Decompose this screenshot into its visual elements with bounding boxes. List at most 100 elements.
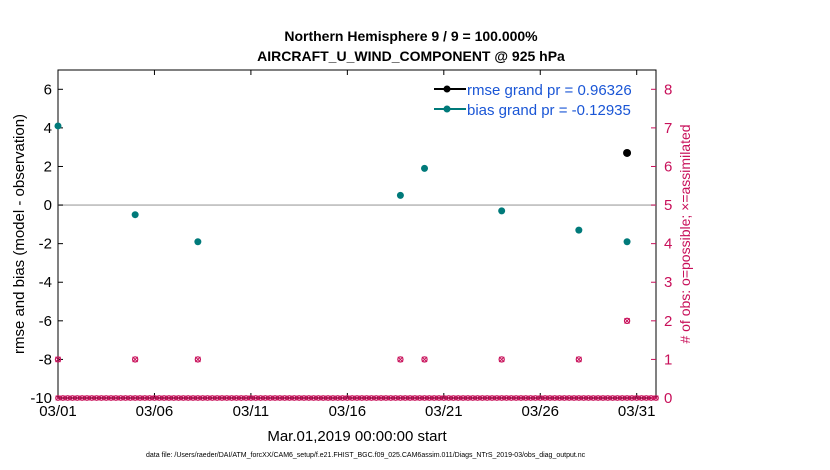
obs-possible-circle xyxy=(623,317,631,325)
bias-point xyxy=(575,226,583,234)
obs-assimilated-cross xyxy=(624,395,630,401)
obs-assimilated-cross xyxy=(219,395,225,401)
obs-assimilated-cross xyxy=(74,395,80,401)
obs-assimilated-cross xyxy=(378,395,384,401)
obs-count-zero-marker xyxy=(392,395,399,401)
plot-border xyxy=(57,69,657,399)
obs-count-point xyxy=(397,356,404,363)
y2-tick-label: 1 xyxy=(664,351,672,368)
obs-assimilated-cross xyxy=(479,395,486,401)
obs-assimilated-cross xyxy=(103,395,109,401)
obs-assimilated-cross xyxy=(609,395,616,401)
obs-assimilated-cross xyxy=(166,395,172,401)
obs-possible-circle xyxy=(194,356,202,363)
obs-possible-circle xyxy=(498,356,505,363)
obs-assimilated-cross xyxy=(60,395,66,401)
legend: rmse grand pr = 0.96326 bias grand pr = … xyxy=(434,82,632,119)
obs-assimilated-cross xyxy=(257,395,264,401)
obs-assimilated-cross xyxy=(498,356,505,363)
obs-possible-circle xyxy=(54,356,62,363)
obs-assimilated-cross xyxy=(306,395,312,401)
x-axis-label: Mar.01,2019 00:00:00 start xyxy=(267,428,447,445)
obs-assimilated-cross xyxy=(301,395,307,401)
obs-assimilated-cross xyxy=(214,395,220,401)
obs-count-point xyxy=(421,356,428,363)
rmse-point xyxy=(623,148,632,157)
obs-possible-circle xyxy=(653,395,659,401)
x-tick-label: 03/06 xyxy=(136,403,174,420)
obs-assimilated-cross xyxy=(624,317,631,324)
obs-assimilated-cross xyxy=(137,395,143,401)
obs-count-zero-marker xyxy=(349,395,356,401)
obs-assimilated-cross xyxy=(89,395,95,401)
obs-assimilated-cross xyxy=(421,395,428,401)
obs-count-zero-marker xyxy=(190,395,196,401)
bias-point xyxy=(54,122,62,130)
obs-assimilated-cross xyxy=(392,395,399,401)
obs-assimilated-cross xyxy=(325,395,331,401)
obs-assimilated-cross xyxy=(142,395,148,401)
obs-assimilated-cross xyxy=(204,395,211,401)
obs-assimilated-cross xyxy=(648,395,654,401)
obs-assimilated-cross xyxy=(286,395,293,401)
y2-tick-label: 4 xyxy=(664,236,672,253)
obs-assimilated-cross xyxy=(359,395,365,401)
y-tick-label: 2 xyxy=(44,158,52,175)
y2-tick-label: 3 xyxy=(664,274,672,291)
obs-assimilated-cross xyxy=(310,395,317,401)
obs-assimilated-cross xyxy=(262,395,269,401)
obs-assimilated-cross xyxy=(556,395,563,401)
obs-assimilated-cross xyxy=(296,395,302,401)
obs-assimilated-cross xyxy=(605,395,611,401)
obs-assimilated-cross xyxy=(388,395,394,401)
obs-assimilated-cross xyxy=(537,395,543,401)
obs-assimilated-cross xyxy=(233,395,240,401)
obs-assimilated-cross xyxy=(653,395,659,401)
obs-assimilated-cross xyxy=(373,395,379,401)
obs-assimilated-cross xyxy=(122,395,129,401)
obs-count-zero-marker xyxy=(551,395,558,401)
obs-assimilated-cross xyxy=(200,395,206,401)
obs-count-point xyxy=(623,317,631,325)
legend-bias-marker xyxy=(443,105,451,113)
obs-assimilated-cross xyxy=(335,395,341,401)
plot-area xyxy=(57,69,657,399)
chart-title: Northern Hemisphere 9 / 9 = 100.000% xyxy=(284,28,538,44)
obs-assimilated-cross xyxy=(508,395,514,401)
obs-count-zero-marker xyxy=(653,395,659,401)
obs-assimilated-cross xyxy=(320,395,326,401)
obs-assimilated-cross xyxy=(248,395,254,401)
obs-assimilated-cross xyxy=(571,395,577,401)
obs-assimilated-cross xyxy=(98,395,105,401)
obs-assimilated-cross xyxy=(108,395,114,401)
y2-tick-label: 6 xyxy=(664,158,672,175)
obs-assimilated-cross xyxy=(267,395,273,401)
obs-assimilated-cross xyxy=(431,395,437,401)
bias-point xyxy=(194,238,202,246)
obs-assimilated-cross xyxy=(282,395,288,401)
x-tick-label: 03/26 xyxy=(521,403,559,420)
y2-tick-label: 0 xyxy=(664,390,672,407)
obs-assimilated-cross xyxy=(209,395,215,401)
y-tick-label: -4 xyxy=(39,274,52,291)
obs-assimilated-cross xyxy=(55,356,61,363)
obs-assimilated-cross xyxy=(349,395,355,401)
x-tick-label: 03/11 xyxy=(233,403,269,420)
obs-assimilated-cross xyxy=(238,395,244,401)
obs-count-point xyxy=(575,356,583,363)
obs-assimilated-cross xyxy=(156,395,162,401)
obs-assimilated-cross xyxy=(132,395,138,401)
obs-assimilated-cross xyxy=(397,356,404,363)
obs-assimilated-cross xyxy=(518,395,524,401)
y-tick-label: 0 xyxy=(44,197,52,214)
obs-assimilated-cross xyxy=(272,395,278,401)
obs-assimilated-cross xyxy=(402,395,408,401)
obs-assimilated-cross xyxy=(441,395,447,401)
obs-assimilated-cross xyxy=(383,395,389,401)
obs-count-point xyxy=(131,356,139,363)
x-tick-label: 03/31 xyxy=(618,403,656,420)
obs-assimilated-cross xyxy=(421,356,428,363)
obs-assimilated-cross xyxy=(315,395,322,401)
obs-assimilated-cross xyxy=(513,395,519,401)
obs-assimilated-cross xyxy=(581,395,587,401)
